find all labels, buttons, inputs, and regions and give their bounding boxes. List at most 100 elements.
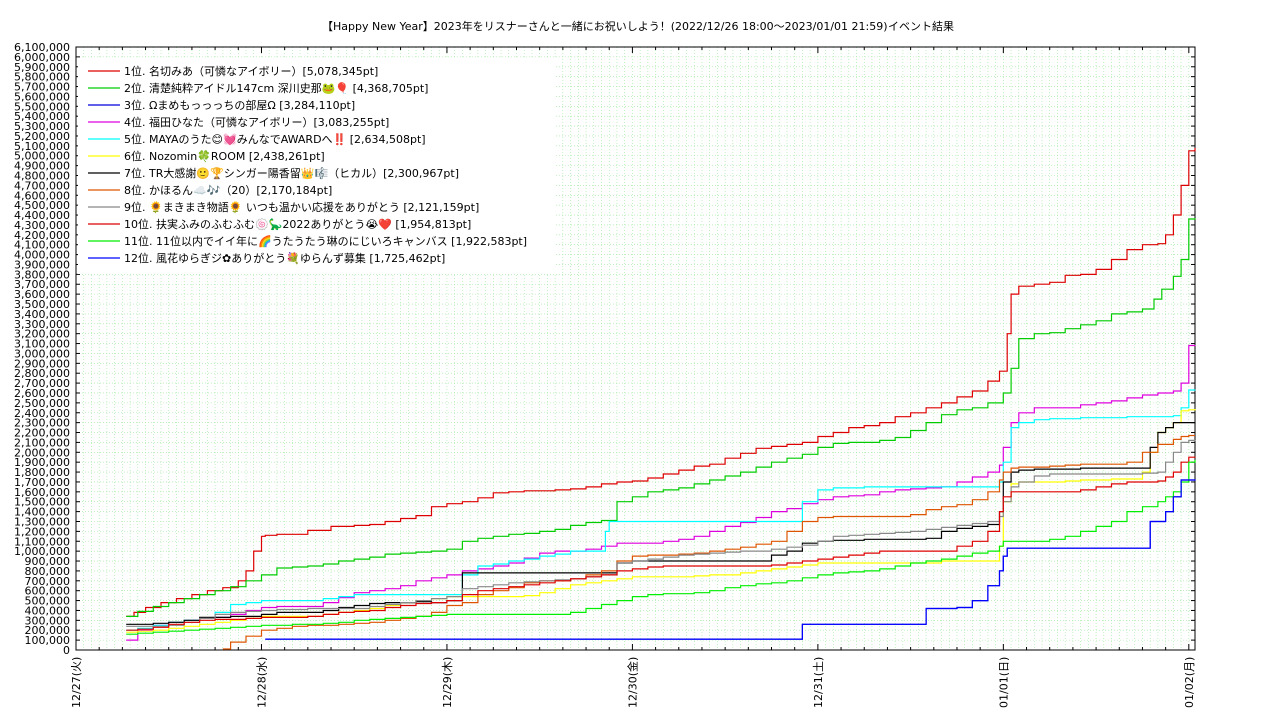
legend-entry: 12位. 風花ゆらぎジ✿ありがとう💐ゆらんず募集 [1,725,462pt] — [124, 251, 445, 265]
y-tick-label: 6,100,000 — [14, 41, 70, 54]
x-tick-label: 12/31(土) — [812, 657, 825, 708]
y-tick-label: 5,900,000 — [14, 61, 70, 74]
series-line-8 — [222, 434, 1195, 650]
y-tick-label: 1,500,000 — [14, 496, 70, 509]
x-tick-label: 12/30(金) — [625, 657, 639, 708]
series-line-2 — [126, 218, 1196, 617]
y-tick-label: 700,000 — [25, 575, 71, 588]
y-tick-label: 200,000 — [25, 624, 71, 637]
y-tick-label: 4,600,000 — [14, 189, 70, 202]
y-tick-label: 5,500,000 — [14, 100, 70, 113]
y-tick-label: 1,800,000 — [14, 466, 70, 479]
y-tick-label: 1,600,000 — [14, 486, 70, 499]
legend-entry: 5位. MAYAのうた😊💓みんなでAWARDへ‼️ [2,634,508pt] — [124, 132, 426, 146]
series-line-6 — [126, 409, 1196, 633]
y-tick-label: 4,300,000 — [14, 219, 70, 232]
series-lines — [126, 148, 1196, 650]
y-tick-label: 3,500,000 — [14, 298, 70, 311]
y-tick-label: 4,800,000 — [14, 170, 70, 183]
y-tick-label: 2,000,000 — [14, 446, 70, 459]
series-line-10 — [126, 456, 1196, 631]
chart-subtitle: イベント結果 — [888, 19, 954, 33]
y-tick-label: 2,200,000 — [14, 427, 70, 440]
y-tick-label: 5,600,000 — [14, 90, 70, 103]
series-line-5 — [126, 389, 1196, 631]
legend-entry: 11位. 11位以内でイイ年に🌈うたうたう琳のにじいろキャンバス [1,922,… — [124, 234, 527, 248]
x-tick-label: 01/01(日) — [997, 657, 1010, 708]
legend: 1位. 名切みあ（可憐なアイボリー）[5,078,345pt] 2位. 清楚純粋ア… — [78, 59, 556, 274]
y-tick-label: 5,800,000 — [14, 71, 70, 84]
y-tick-label: 4,100,000 — [14, 239, 70, 252]
y-tick-label: 4,700,000 — [14, 179, 70, 192]
y-tick-label: 2,600,000 — [14, 387, 70, 400]
y-tick-label: 5,400,000 — [14, 110, 70, 123]
y-tick-label: 3,300,000 — [14, 318, 70, 331]
legend-entry: 7位. TR大感謝🙂🏆シンガー陽香留👑🎼（ヒカル）[2,300,967pt] — [124, 166, 459, 180]
y-tick-label: 2,300,000 — [14, 417, 70, 430]
y-tick-label: 1,700,000 — [14, 476, 70, 489]
x-tick-label: 12/28(水) — [255, 657, 268, 708]
y-tick-label: 400,000 — [25, 604, 71, 617]
series-line-11 — [126, 459, 1196, 635]
y-tick-label: 3,700,000 — [14, 278, 70, 291]
y-tick-label: 3,600,000 — [14, 288, 70, 301]
y-tick-label: 3,200,000 — [14, 328, 70, 341]
chart-title: 【Happy New Year】2023年をリスナーさんと一緒にお祝いしよう！(… — [322, 19, 888, 33]
x-tick-label: 12/27(火) — [70, 657, 83, 708]
legend-entry: 9位. 🌻まきまき物語🌻 いつも温かい応援をありがとう [2,121,159pt… — [124, 200, 479, 214]
series-line-3 — [265, 479, 1196, 640]
y-tick-label: 2,400,000 — [14, 407, 70, 420]
y-tick-label: 2,500,000 — [14, 397, 70, 410]
y-tick-label: 5,100,000 — [14, 140, 70, 153]
y-tick-label: 5,000,000 — [14, 150, 70, 163]
y-tick-label: 1,100,000 — [14, 535, 70, 548]
y-tick-label: 3,100,000 — [14, 338, 70, 351]
y-tick-label: 900,000 — [25, 555, 71, 568]
y-tick-label: 800,000 — [25, 565, 71, 578]
legend-entry: 8位. かほるん☁️🎶（20）[2,170,184pt] — [124, 183, 332, 197]
y-tick-label: 5,300,000 — [14, 120, 70, 133]
y-tick-label: 4,000,000 — [14, 249, 70, 262]
y-tick-label: 2,700,000 — [14, 377, 70, 390]
y-tick-label: 5,200,000 — [14, 130, 70, 143]
legend-entry: 2位. 清楚純粋アイドル147cm 深川史那🐸🎈 [4,368,705pt] — [124, 81, 428, 95]
y-tick-label: 3,400,000 — [14, 308, 70, 321]
y-tick-label: 1,000,000 — [14, 545, 70, 558]
y-tick-label: 4,400,000 — [14, 209, 70, 222]
legend-entry: 6位. Nozomin🍀ROOM [2,438,261pt] — [124, 149, 325, 163]
y-tick-label: 4,900,000 — [14, 160, 70, 173]
y-tick-label: 6,000,000 — [14, 51, 70, 64]
y-tick-label: 2,800,000 — [14, 367, 70, 380]
legend-box — [78, 59, 556, 274]
y-tick-label: 1,200,000 — [14, 525, 70, 538]
legend-entry: 1位. 名切みあ（可憐なアイボリー）[5,078,345pt] — [124, 64, 378, 78]
axes: 0100,000200,000300,000400,000500,000600,… — [14, 41, 1196, 708]
y-tick-label: 3,800,000 — [14, 268, 70, 281]
y-tick-label: 500,000 — [25, 595, 71, 608]
y-tick-label: 0 — [63, 644, 70, 657]
series-line-7 — [126, 422, 1196, 625]
y-tick-label: 1,300,000 — [14, 515, 70, 528]
x-tick-label: 12/29(木) — [441, 657, 454, 708]
y-tick-label: 2,100,000 — [14, 436, 70, 449]
series-line-12 — [265, 479, 1196, 640]
y-tick-label: 1,400,000 — [14, 506, 70, 519]
y-tick-label: 300,000 — [25, 614, 71, 627]
y-tick-label: 100,000 — [25, 634, 71, 647]
y-tick-label: 4,200,000 — [14, 229, 70, 242]
y-tick-label: 3,900,000 — [14, 258, 70, 271]
series-line-1 — [126, 148, 1196, 617]
x-tick-label: 01/02(月) — [1183, 657, 1196, 708]
y-tick-label: 5,700,000 — [14, 81, 70, 94]
plot-frame — [75, 46, 1196, 651]
series-line-9 — [126, 439, 1196, 627]
series-line-4 — [126, 344, 1196, 641]
y-tick-label: 1,900,000 — [14, 456, 70, 469]
legend-entry: 4位. 福田ひなた（可憐なアイボリー）[3,083,255pt] — [124, 115, 389, 129]
y-tick-label: 2,900,000 — [14, 357, 70, 370]
legend-entry: 3位. Ωまめもっっっちの部屋Ω [3,284,110pt] — [124, 98, 355, 112]
y-tick-label: 4,500,000 — [14, 199, 70, 212]
y-tick-label: 600,000 — [25, 585, 71, 598]
legend-entry: 10位. 扶実ふみのふむふむ🍥🦕2022ありがとう😭❤️ [1,954,813p… — [124, 217, 471, 231]
